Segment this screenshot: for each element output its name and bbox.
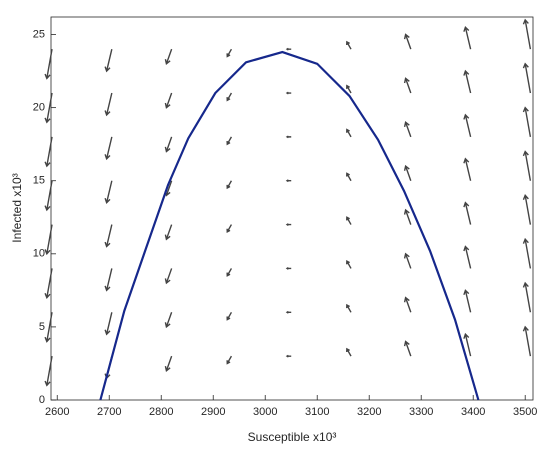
quiver-arrow: [226, 224, 233, 234]
quiver-arrow: [104, 92, 113, 117]
quiver-arrow: [522, 62, 532, 94]
quiver-arrow: [346, 347, 352, 357]
quiver-arrow: [346, 84, 352, 94]
y-tick-label: 20: [33, 102, 45, 114]
quiver-arrow: [522, 325, 532, 357]
quiver-arrow: [226, 355, 233, 365]
plot-frame: [50, 16, 534, 401]
trajectory-line: [99, 50, 480, 401]
quiver-arrow: [346, 303, 352, 313]
quiver-arrow: [522, 281, 532, 313]
quiver-arrow: [164, 355, 173, 373]
quiver-arrow: [164, 92, 173, 109]
quiver-arrow: [403, 164, 412, 181]
quiver-arrow: [346, 216, 352, 225]
y-tick-label: 5: [39, 321, 45, 333]
x-tick-label: 3000: [253, 406, 277, 418]
quiver-arrow: [44, 312, 53, 343]
quiver-arrow: [403, 252, 412, 269]
x-tick-label: 2600: [45, 406, 69, 418]
quiver-arrow: [164, 268, 173, 285]
quiver-arrow: [346, 259, 352, 269]
quiver-arrow: [403, 77, 412, 94]
x-axis-label: Susceptible x10³: [248, 430, 337, 444]
y-tick-label: 25: [33, 28, 45, 40]
quiver-arrow: [403, 208, 412, 225]
quiver-arrow: [403, 296, 412, 313]
quiver-arrow: [285, 223, 292, 227]
quiver-arrow: [463, 245, 472, 269]
x-tick-label: 3200: [357, 406, 381, 418]
quiver-arrow: [226, 136, 233, 146]
quiver-arrow: [463, 332, 472, 357]
quiver-arrow: [463, 25, 472, 50]
quiver-arrow: [164, 312, 173, 329]
y-axis-label: Infected x10³: [10, 173, 24, 242]
quiver-arrow: [104, 312, 113, 336]
quiver-arrow: [346, 40, 352, 50]
quiver-arrow: [346, 128, 352, 138]
quiver-arrow: [104, 180, 113, 204]
quiver-arrow: [104, 136, 113, 161]
quiver-arrow: [463, 201, 472, 225]
quiver-arrow: [285, 310, 292, 314]
x-tick-label: 3100: [305, 406, 329, 418]
quiver-arrow: [463, 113, 472, 138]
y-tick-label: 0: [39, 394, 45, 406]
y-tick-label: 15: [33, 175, 45, 187]
quiver-arrow: [44, 268, 53, 299]
quiver-arrow: [346, 172, 352, 182]
quiver-arrow: [463, 157, 472, 181]
quiver-arrow: [164, 136, 173, 153]
quiver-arrow: [164, 224, 173, 241]
quiver-arrow: [226, 311, 233, 321]
quiver-arrow: [403, 121, 412, 138]
quiver-arrow: [44, 92, 53, 124]
quiver-arrow: [226, 48, 233, 58]
quiver-arrow: [285, 354, 292, 358]
quiver-arrow: [403, 33, 412, 50]
quiver-arrow: [522, 18, 532, 50]
quiver-arrow: [104, 48, 113, 73]
quiver-arrow: [164, 48, 173, 66]
quiver-arrow: [44, 136, 53, 168]
quiver-arrow: [403, 340, 412, 357]
quiver-arrow: [463, 289, 472, 313]
x-tick-label: 3500: [513, 406, 537, 418]
x-tick-label: 2900: [201, 406, 225, 418]
quiver-arrow: [226, 180, 233, 190]
y-tick-label: 10: [33, 248, 45, 260]
quiver-arrow: [44, 224, 53, 256]
quiver-arrow: [285, 179, 292, 183]
quiver-arrow: [104, 268, 113, 292]
quiver-arrow: [522, 194, 532, 225]
quiver-arrow: [522, 150, 532, 181]
x-tick-label: 2700: [97, 406, 121, 418]
quiver-arrow: [104, 224, 113, 248]
x-tick-label: 2800: [149, 406, 173, 418]
quiver-arrow: [44, 49, 53, 80]
quiver-arrow: [285, 135, 292, 139]
quiver-arrow: [285, 267, 292, 270]
x-tick-label: 3300: [409, 406, 433, 418]
x-tick-label: 3400: [461, 406, 485, 418]
quiver-arrow: [226, 268, 233, 277]
quiver-arrow: [522, 106, 532, 137]
quiver-arrow: [44, 356, 53, 387]
quiver-arrow: [522, 237, 532, 269]
quiver-arrow: [463, 69, 472, 94]
quiver-arrow: [44, 180, 53, 212]
quiver-arrow: [285, 91, 292, 95]
quiver-arrow: [285, 47, 292, 51]
quiver-arrow: [226, 92, 233, 102]
